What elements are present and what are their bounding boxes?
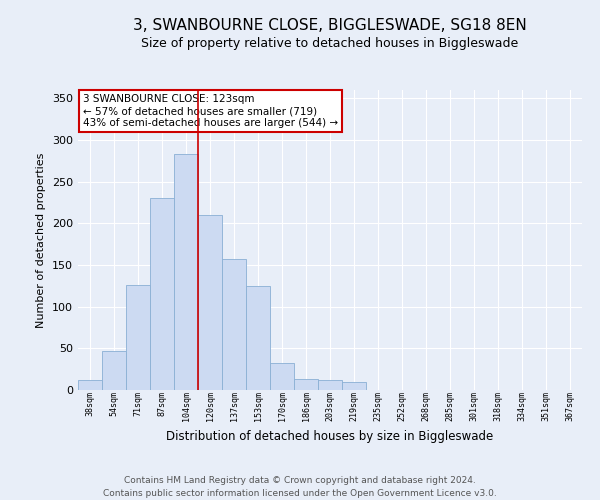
Bar xyxy=(150,198,174,390)
Text: Size of property relative to detached houses in Biggleswade: Size of property relative to detached ho… xyxy=(142,38,518,51)
Bar xyxy=(270,362,294,390)
Bar xyxy=(102,351,126,390)
Text: 3 SWANBOURNE CLOSE: 123sqm
← 57% of detached houses are smaller (719)
43% of sem: 3 SWANBOURNE CLOSE: 123sqm ← 57% of deta… xyxy=(83,94,338,128)
Bar xyxy=(342,382,366,390)
Text: 3, SWANBOURNE CLOSE, BIGGLESWADE, SG18 8EN: 3, SWANBOURNE CLOSE, BIGGLESWADE, SG18 8… xyxy=(133,18,527,32)
Bar xyxy=(78,380,102,390)
Bar xyxy=(294,379,318,390)
X-axis label: Distribution of detached houses by size in Biggleswade: Distribution of detached houses by size … xyxy=(166,430,494,442)
Bar xyxy=(246,286,270,390)
Bar xyxy=(318,380,342,390)
Bar xyxy=(126,285,150,390)
Bar xyxy=(222,259,246,390)
Bar xyxy=(174,154,198,390)
Text: Contains HM Land Registry data © Crown copyright and database right 2024.
Contai: Contains HM Land Registry data © Crown c… xyxy=(103,476,497,498)
Bar xyxy=(198,215,222,390)
Y-axis label: Number of detached properties: Number of detached properties xyxy=(37,152,46,328)
